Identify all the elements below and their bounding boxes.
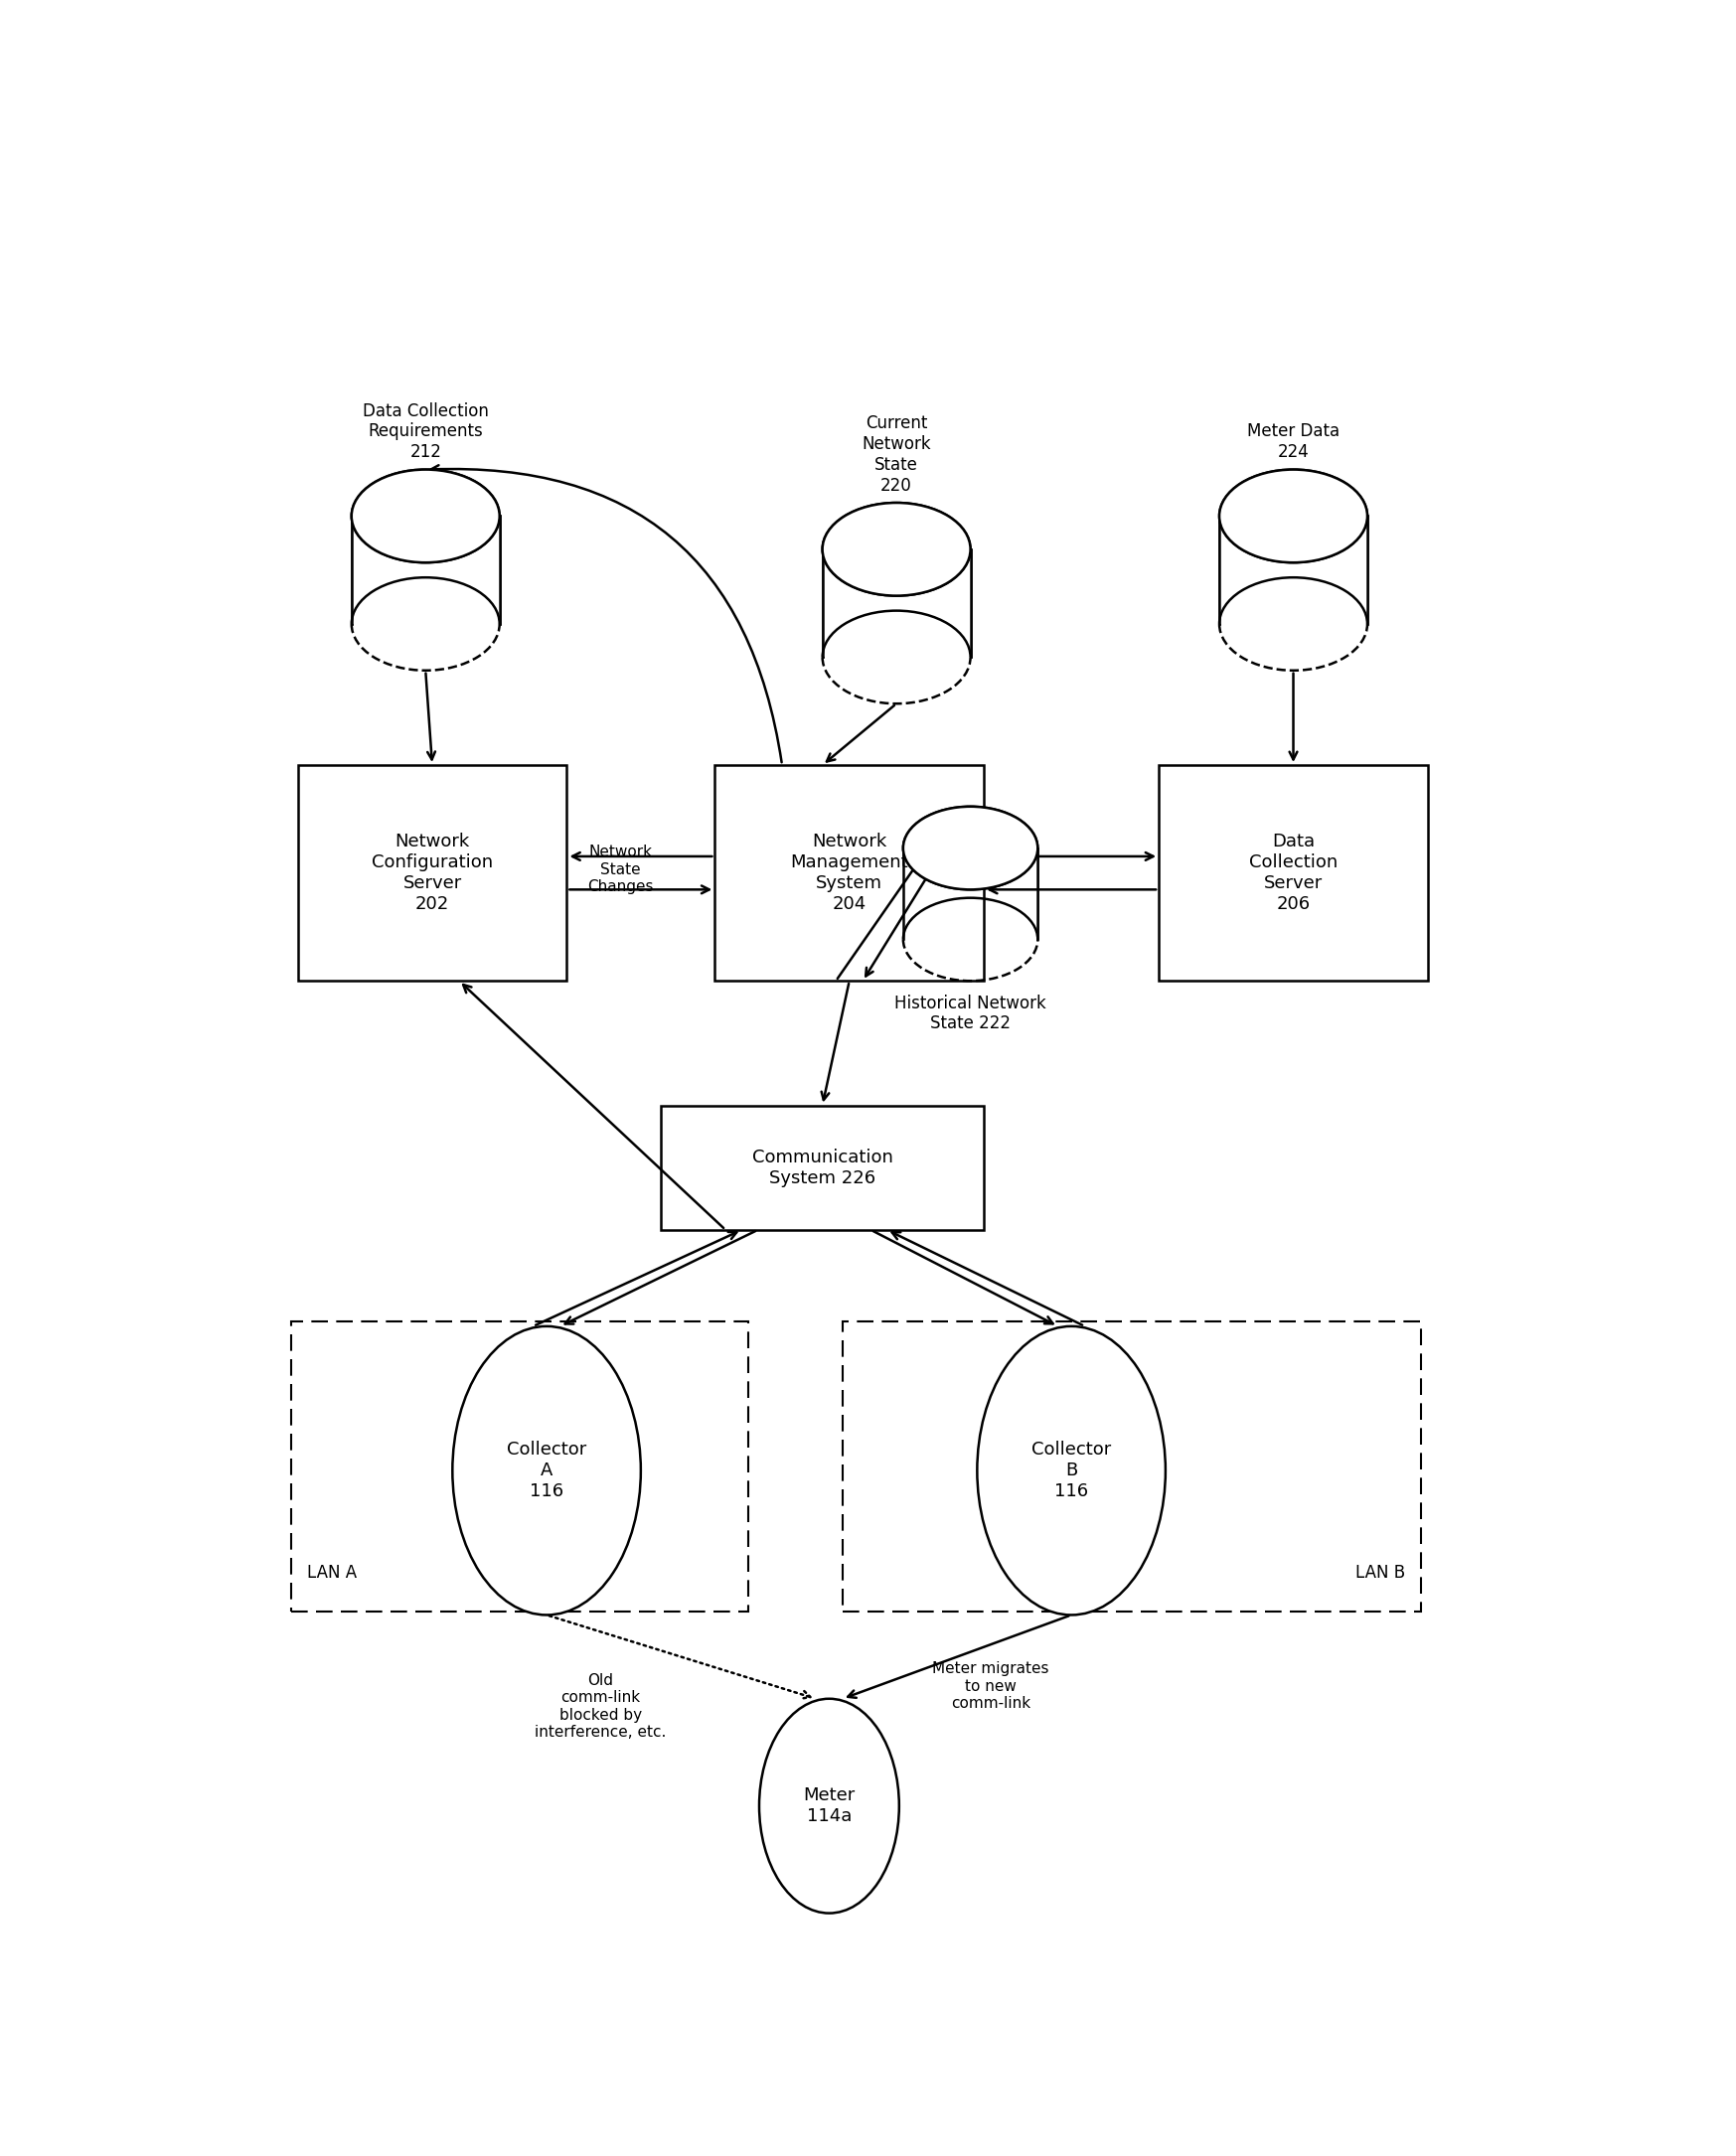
Ellipse shape (453, 1326, 641, 1615)
Bar (903, 847, 1038, 940)
Bar (292, 1322, 748, 1613)
Ellipse shape (823, 502, 970, 595)
Text: Meter migrates
to new
comm-link: Meter migrates to new comm-link (932, 1662, 1049, 1712)
Text: Data
Collection
Server
206: Data Collection Server 206 (1248, 832, 1338, 912)
Text: Historical Network
State 222: Historical Network State 222 (894, 994, 1047, 1033)
Ellipse shape (903, 806, 1038, 890)
Text: Meter
114a: Meter 114a (804, 1787, 856, 1826)
Text: Network
Configuration
Server
202: Network Configuration Server 202 (372, 832, 493, 912)
Ellipse shape (351, 470, 500, 563)
Bar (299, 765, 566, 981)
Text: Communication
System 226: Communication System 226 (752, 1149, 892, 1188)
Ellipse shape (903, 806, 1038, 890)
Bar (1219, 515, 1368, 623)
Ellipse shape (1219, 470, 1368, 563)
Text: Network
Management
System
204: Network Management System 204 (790, 832, 908, 912)
Bar (823, 550, 970, 658)
Text: LAN B: LAN B (1356, 1563, 1404, 1583)
Text: LAN A: LAN A (307, 1563, 358, 1583)
Text: Collector
B
116: Collector B 116 (1031, 1440, 1111, 1501)
Text: Network
State
Changes: Network State Changes (587, 845, 654, 895)
Bar (715, 765, 984, 981)
Text: Old
comm-link
blocked by
interference, etc.: Old comm-link blocked by interference, e… (535, 1673, 667, 1740)
Text: Collector
A
116: Collector A 116 (507, 1440, 587, 1501)
Text: Meter Data
224: Meter Data 224 (1246, 423, 1340, 461)
Bar (351, 515, 500, 623)
Ellipse shape (351, 470, 500, 563)
Ellipse shape (759, 1699, 899, 1912)
Text: Data Collection
Requirements
212: Data Collection Requirements 212 (363, 401, 488, 461)
Bar (842, 1322, 1422, 1613)
Ellipse shape (823, 502, 970, 595)
Ellipse shape (977, 1326, 1165, 1615)
Text: Current
Network
State
220: Current Network State 220 (861, 414, 930, 494)
Ellipse shape (1219, 470, 1368, 563)
Bar (1158, 765, 1427, 981)
Bar (661, 1106, 984, 1229)
